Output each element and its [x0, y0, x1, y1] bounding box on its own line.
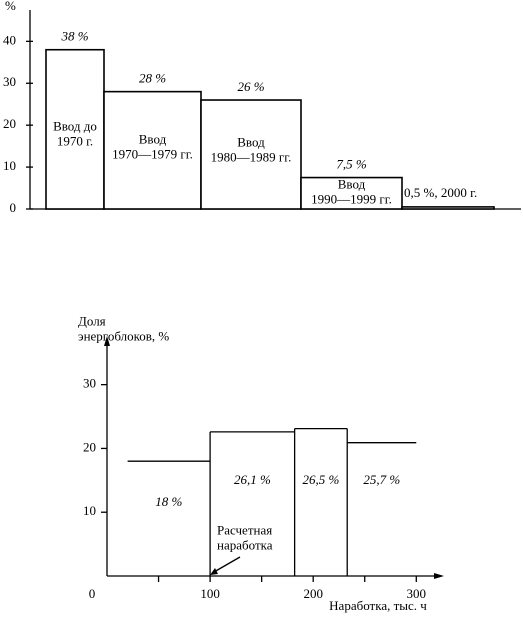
share-label: 18 % — [155, 494, 182, 509]
y-tick-label: 20 — [3, 116, 16, 131]
bar — [103, 90, 202, 210]
annotation: Расчетная наработка — [217, 523, 273, 553]
x-tick-label: 300 — [407, 586, 427, 601]
x-tick-label: 200 — [303, 586, 323, 601]
value-label: 38 % — [60, 29, 88, 44]
category-label: Ввод до 1970 г. — [53, 119, 97, 149]
value-label: 28 % — [139, 71, 166, 86]
share-label: 25,7 % — [363, 472, 400, 487]
value-label: 0,5 %, 2000 г. — [404, 185, 477, 200]
bar — [200, 99, 302, 210]
label-bg — [303, 183, 400, 205]
arrow-head — [434, 573, 444, 579]
y-tick-label: 40 — [3, 32, 16, 47]
x-axis-label: Наработка, тыс. ч — [329, 598, 427, 613]
y-axis-label: Доля энергоблоков, % — [78, 314, 169, 344]
category-label: Ввод 1990—1999 гг. — [311, 177, 392, 207]
arrow — [213, 556, 241, 573]
arrow-head — [104, 336, 110, 346]
category-label: Ввод 1970—1979 гг. — [112, 132, 193, 162]
value-label: 26 % — [237, 79, 264, 94]
bar — [401, 206, 495, 210]
y-tick-label: 10 — [83, 503, 96, 518]
y-tick-label: 0 — [10, 200, 17, 215]
value-label: 7,5 % — [336, 157, 367, 172]
x-tick-label: 0 — [89, 586, 96, 601]
share-label: 26,1 % — [234, 472, 271, 487]
y-tick-label: 30 — [3, 74, 16, 89]
y-axis-label: % — [5, 0, 16, 13]
bar — [45, 48, 105, 210]
y-tick-label: 20 — [83, 439, 96, 454]
share-label: 26,5 % — [303, 472, 340, 487]
y-tick-label: 30 — [83, 376, 96, 391]
y-tick-label: 10 — [3, 158, 16, 173]
category-label: Ввод 1980—1989 гг. — [211, 135, 292, 165]
x-tick-label: 100 — [200, 586, 220, 601]
arrow-head — [210, 568, 218, 575]
